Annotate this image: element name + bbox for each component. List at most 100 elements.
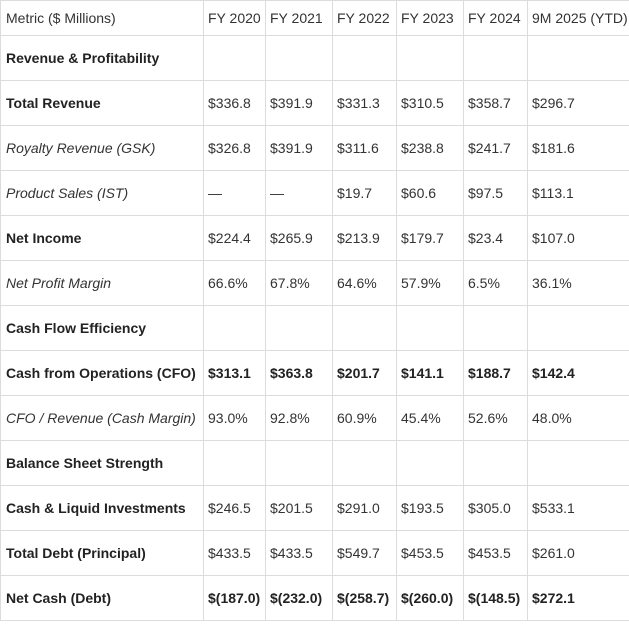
cell: $19.7 xyxy=(332,170,397,216)
cell: $(260.0) xyxy=(396,575,464,621)
header-cell: 9M 2025 (YTD) xyxy=(527,0,629,36)
cell: $246.5 xyxy=(203,485,266,531)
cell: $181.6 xyxy=(527,125,629,171)
cell: $107.0 xyxy=(527,215,629,261)
cell: $141.1 xyxy=(396,350,464,396)
empty-cell xyxy=(527,305,629,351)
cell: 48.0% xyxy=(527,395,629,441)
cell: $453.5 xyxy=(396,530,464,576)
table-row: Cash & Liquid Investments $246.5 $201.5 $29… xyxy=(0,485,629,531)
row-label: Balance Sheet Strength xyxy=(0,440,204,486)
cell: $(148.5) xyxy=(463,575,528,621)
cell: $310.5 xyxy=(396,80,464,126)
empty-cell xyxy=(203,440,266,486)
row-label: Product Sales (IST) xyxy=(0,170,204,216)
empty-cell xyxy=(396,35,464,81)
cell: 93.0% xyxy=(203,395,266,441)
cell: $265.9 xyxy=(265,215,333,261)
header-cell: FY 2021 xyxy=(265,0,333,36)
cell: $60.6 xyxy=(396,170,464,216)
empty-cell xyxy=(527,440,629,486)
cell: $213.9 xyxy=(332,215,397,261)
cell: $272.1 xyxy=(527,575,629,621)
cell: $238.8 xyxy=(396,125,464,171)
cell: $391.9 xyxy=(265,80,333,126)
empty-cell xyxy=(203,305,266,351)
cell: $23.4 xyxy=(463,215,528,261)
cell: $296.7 xyxy=(527,80,629,126)
cell: $533.1 xyxy=(527,485,629,531)
cell: $224.4 xyxy=(203,215,266,261)
header-cell: FY 2022 xyxy=(332,0,397,36)
empty-cell xyxy=(265,35,333,81)
cell: $179.7 xyxy=(396,215,464,261)
table-row: CFO / Revenue (Cash Margin) 93.0% 92.8% 60.… xyxy=(0,395,629,441)
table-row: Balance Sheet Strength xyxy=(0,440,629,486)
row-label: Net Profit Margin xyxy=(0,260,204,306)
empty-cell xyxy=(527,35,629,81)
row-label: CFO / Revenue (Cash Margin) xyxy=(0,395,204,441)
cell: $188.7 xyxy=(463,350,528,396)
empty-cell xyxy=(332,440,397,486)
header-cell: Metric ($ Millions) xyxy=(0,0,204,36)
header-cell: FY 2023 xyxy=(396,0,464,36)
table-row: Product Sales (IST) — — $19.7 $60.6 $97.5 $113… xyxy=(0,170,629,216)
row-label: Net Cash (Debt) xyxy=(0,575,204,621)
table-row: Revenue & Profitability xyxy=(0,35,629,81)
row-label: Revenue & Profitability xyxy=(0,35,204,81)
row-label: Cash from Operations (CFO) xyxy=(0,350,204,396)
cell: $201.7 xyxy=(332,350,397,396)
cell: 52.6% xyxy=(463,395,528,441)
cell: $261.0 xyxy=(527,530,629,576)
table-row: Net Income $224.4 $265.9 $213.9 $179.7 $23.4 $… xyxy=(0,215,629,261)
row-label: Cash Flow Efficiency xyxy=(0,305,204,351)
cell: 6.5% xyxy=(463,260,528,306)
cell: $193.5 xyxy=(396,485,464,531)
cell: 60.9% xyxy=(332,395,397,441)
table-row: Cash Flow Efficiency xyxy=(0,305,629,351)
cell: $241.7 xyxy=(463,125,528,171)
empty-cell xyxy=(332,35,397,81)
empty-cell xyxy=(265,440,333,486)
cell: $291.0 xyxy=(332,485,397,531)
cell: $433.5 xyxy=(203,530,266,576)
cell: $97.5 xyxy=(463,170,528,216)
cell: 36.1% xyxy=(527,260,629,306)
row-label: Total Revenue xyxy=(0,80,204,126)
cell: 67.8% xyxy=(265,260,333,306)
empty-cell xyxy=(396,305,464,351)
cell: $433.5 xyxy=(265,530,333,576)
table-row: Total Debt (Principal) $433.5 $433.5 $549.7… xyxy=(0,530,629,576)
cell: — xyxy=(203,170,266,216)
header-cell: FY 2020 xyxy=(203,0,266,36)
cell: 64.6% xyxy=(332,260,397,306)
cell: $311.6 xyxy=(332,125,397,171)
table-row: Net Cash (Debt) $(187.0) $(232.0) $(258.7) $… xyxy=(0,575,629,621)
row-label: Total Debt (Principal) xyxy=(0,530,204,576)
cell: $201.5 xyxy=(265,485,333,531)
empty-cell xyxy=(396,440,464,486)
header-cell: FY 2024 xyxy=(463,0,528,36)
cell: $363.8 xyxy=(265,350,333,396)
cell: $(187.0) xyxy=(203,575,266,621)
cell: $313.1 xyxy=(203,350,266,396)
empty-cell xyxy=(203,35,266,81)
cell: $(258.7) xyxy=(332,575,397,621)
cell: 45.4% xyxy=(396,395,464,441)
cell: 92.8% xyxy=(265,395,333,441)
row-label: Cash & Liquid Investments xyxy=(0,485,204,531)
cell: 66.6% xyxy=(203,260,266,306)
cell: $549.7 xyxy=(332,530,397,576)
cell: $305.0 xyxy=(463,485,528,531)
table-row: Net Profit Margin 66.6% 67.8% 64.6% 57.9% 6.5… xyxy=(0,260,629,306)
cell: $113.1 xyxy=(527,170,629,216)
cell: $142.4 xyxy=(527,350,629,396)
row-label: Net Income xyxy=(0,215,204,261)
cell: $358.7 xyxy=(463,80,528,126)
empty-cell xyxy=(332,305,397,351)
table-row: Royalty Revenue (GSK) $326.8 $391.9 $311.6 $… xyxy=(0,125,629,171)
cell: — xyxy=(265,170,333,216)
cell: $331.3 xyxy=(332,80,397,126)
empty-cell xyxy=(463,440,528,486)
